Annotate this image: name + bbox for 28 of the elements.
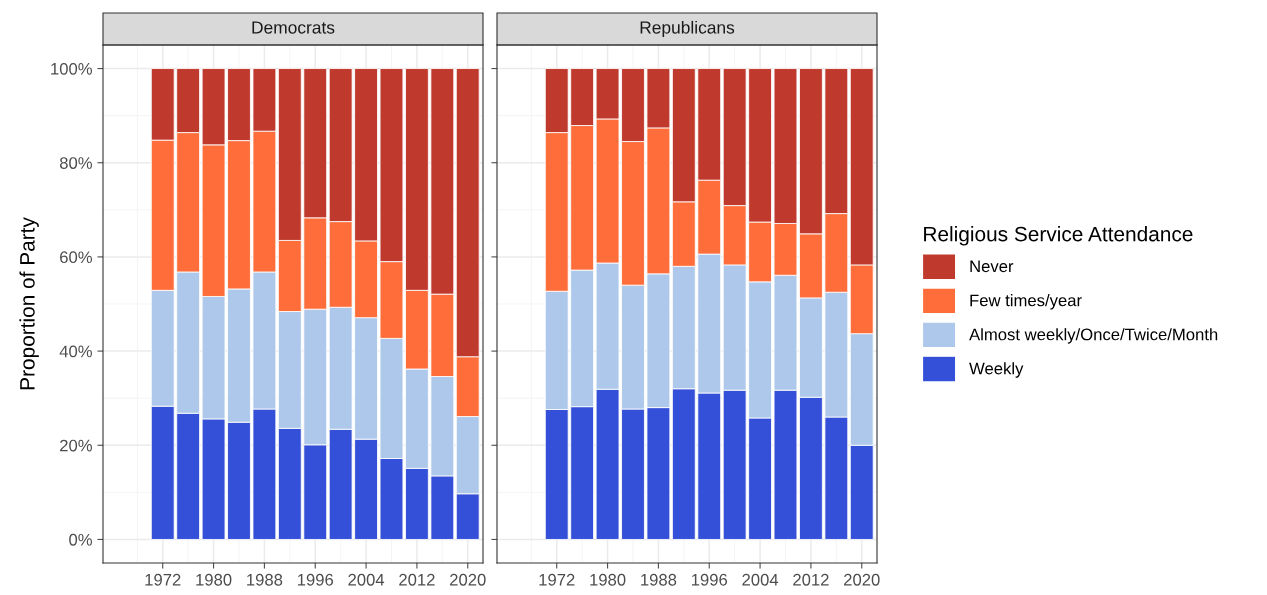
y-axis-title: Proportion of Party <box>19 217 39 390</box>
x-tick-label: 1988 <box>247 573 283 586</box>
x-tick-label: 1972 <box>145 573 181 586</box>
x-tick-label: 1972 <box>539 573 575 586</box>
y-tick-label: 40% <box>59 345 92 358</box>
x-tick-label: 1980 <box>196 573 232 586</box>
legend-label: Few times/year <box>970 294 1082 310</box>
x-tick-label: 2012 <box>793 573 829 586</box>
y-tick-label: 80% <box>59 157 92 169</box>
x-tick-label: 1980 <box>590 573 626 586</box>
y-tick-label: 60% <box>60 251 92 264</box>
x-tick-label: 1996 <box>691 573 728 586</box>
x-tick-label: 1996 <box>297 573 334 586</box>
x-tick-label: 2004 <box>742 573 779 586</box>
y-tick-label: 100% <box>51 62 92 75</box>
legend-label: Never <box>970 260 1014 273</box>
legend-label: Weekly <box>969 362 1024 378</box>
legend-title: Religious Service Attendance <box>924 226 1193 246</box>
y-tick-label: 0% <box>69 533 92 546</box>
chart-title: Democrats <box>252 21 335 34</box>
legend-label: Almost weekly/Once/Twice/Month <box>969 328 1218 344</box>
y-tick-label: 20% <box>60 439 92 452</box>
chart-title: Republicans <box>640 20 735 38</box>
x-tick-label: 2012 <box>399 573 435 586</box>
x-tick-label: 2020 <box>844 573 880 586</box>
x-tick-label: 2020 <box>450 573 486 586</box>
x-tick-label: 2004 <box>348 573 385 586</box>
x-tick-label: 1988 <box>641 573 677 586</box>
